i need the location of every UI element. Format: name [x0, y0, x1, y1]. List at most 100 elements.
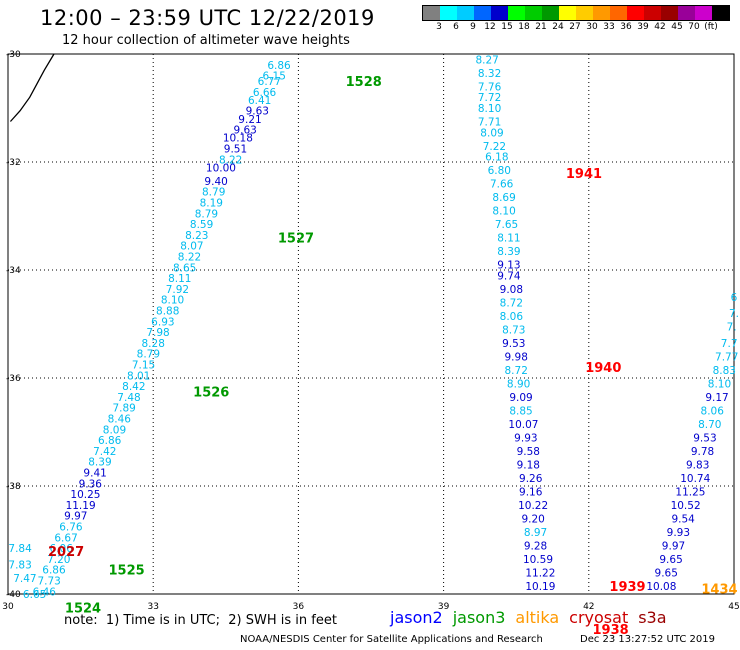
- legend-label: 39: [637, 22, 649, 32]
- legend-label: 12: [484, 22, 496, 32]
- legend-swatch: [712, 6, 729, 20]
- swh-value: 10.25: [70, 489, 100, 501]
- legend-swatch: [593, 6, 610, 20]
- legend-label: 36: [620, 22, 632, 32]
- swh-value: 10.08: [646, 581, 676, 593]
- legend-label: 33: [603, 22, 615, 32]
- swh-value: 8.10: [708, 378, 731, 390]
- pass-time-label: 1526: [193, 386, 229, 401]
- swh-value: 7.7: [721, 338, 738, 350]
- swh-value: 9.09: [509, 392, 532, 404]
- pass-time-label: 1939: [609, 580, 645, 595]
- swh-value: 7.84: [8, 543, 32, 555]
- swh-value: 8.85: [509, 405, 532, 417]
- swh-value: 8.69: [492, 192, 515, 204]
- swh-value: 9.40: [204, 176, 227, 188]
- swh-value: 8.11: [168, 273, 191, 285]
- swh-value: 6.93: [151, 316, 174, 328]
- swh-value: 6.41: [248, 95, 271, 107]
- swh-value: 9.26: [519, 473, 543, 485]
- page-title: 12:00 – 23:59 UTC 12/22/2019: [40, 6, 375, 30]
- lat-tick-label: -32: [6, 158, 21, 168]
- swh-value: 9.58: [517, 446, 540, 458]
- swh-value: 7.15: [132, 360, 155, 372]
- swh-value: 8.70: [698, 419, 721, 431]
- lat-tick-label: -34: [6, 266, 21, 276]
- swh-value: 9.53: [502, 338, 525, 350]
- swh-value: 9.74: [497, 270, 521, 282]
- swh-value: 9.41: [83, 468, 106, 480]
- swh-value: 8.88: [156, 306, 179, 318]
- swh-value: 7.73: [37, 576, 60, 588]
- satellite-jason2: jason2: [390, 608, 443, 627]
- coastline: [9, 53, 55, 122]
- swh-value: 9.21: [238, 114, 261, 126]
- swh-value: 10.59: [523, 554, 553, 566]
- pass-time-label: 1940: [585, 361, 621, 376]
- swh-value: 9.20: [521, 513, 544, 525]
- swh-value: 8.73: [502, 324, 525, 336]
- swh-value: 9.08: [500, 284, 523, 296]
- swh-value: 6: [731, 292, 738, 304]
- legend-swatch: [457, 6, 474, 20]
- swh-value: 7.66: [490, 179, 514, 191]
- map-frame: [7, 53, 735, 595]
- legend-swatch: [576, 6, 593, 20]
- legend-swatch: [423, 6, 440, 20]
- swh-value: 8.23: [185, 230, 208, 242]
- swh-value: 7.92: [166, 284, 189, 296]
- pass-time-label: 1434: [701, 583, 737, 598]
- pass-time-label: 1938: [592, 623, 628, 638]
- swh-value: 9.28: [524, 540, 547, 552]
- swh-value: 6.18: [485, 152, 508, 164]
- swh-value: 10.22: [518, 500, 548, 512]
- legend-swatch: [440, 6, 457, 20]
- swh-value: 8.09: [103, 424, 126, 436]
- swh-value: 7.77: [715, 351, 738, 363]
- swh-value: 10.07: [508, 419, 538, 431]
- legend-label: 21: [535, 22, 547, 32]
- legend-swatch: [627, 6, 644, 20]
- swh-value: 8.09: [480, 127, 503, 139]
- pass-time-label: 1527: [278, 232, 314, 247]
- swh-value: 6.65: [23, 589, 46, 601]
- swh-value: 8.39: [497, 246, 520, 258]
- swh-value: 8.06: [701, 405, 725, 417]
- legend-swatch: [644, 6, 661, 20]
- swh-value: 10.74: [680, 473, 710, 485]
- swh-value: 8.11: [497, 233, 520, 245]
- swh-value: 8.27: [475, 54, 498, 66]
- swh-value: 8.07: [180, 241, 203, 253]
- lon-tick-label: 33: [147, 602, 158, 612]
- legend-label: 45: [671, 22, 683, 32]
- swh-value: 8.06: [500, 311, 524, 323]
- swh-value: 7.98: [146, 327, 169, 339]
- legend-swatch: [661, 6, 678, 20]
- legend-swatch: [678, 6, 695, 20]
- swh-value: 8.79: [202, 187, 225, 199]
- swh-value: 9.97: [662, 540, 685, 552]
- swh-value: 9.63: [233, 125, 256, 137]
- swh-value: 6.15: [263, 71, 286, 83]
- legend-label: 18: [518, 22, 530, 32]
- swh-value: 8.32: [478, 68, 501, 80]
- swh-value: 9.16: [519, 486, 543, 498]
- credit-text: NOAA/NESDIS Center for Satellite Applica…: [240, 634, 543, 645]
- swh-value: 8.79: [137, 349, 160, 361]
- swh-value: 6.06: [50, 543, 74, 555]
- legend-swatch: [695, 6, 712, 20]
- swh-value: 6.86: [42, 565, 66, 577]
- swh-value: 7.20: [47, 554, 70, 566]
- swh-value: 6.77: [258, 76, 281, 88]
- swh-value: 10.52: [671, 500, 701, 512]
- swh-value: 8.72: [505, 365, 528, 377]
- swh-value: 8.46: [108, 414, 132, 426]
- pass-time-label: 2027: [48, 545, 84, 560]
- swh-value: 7.47: [13, 573, 36, 585]
- satellite-s3a: s3a: [638, 608, 667, 627]
- swh-value: 10.19: [525, 581, 555, 593]
- legend-label: 6: [453, 22, 459, 32]
- swh-value: 6.80: [488, 165, 511, 177]
- legend-swatch: [610, 6, 627, 20]
